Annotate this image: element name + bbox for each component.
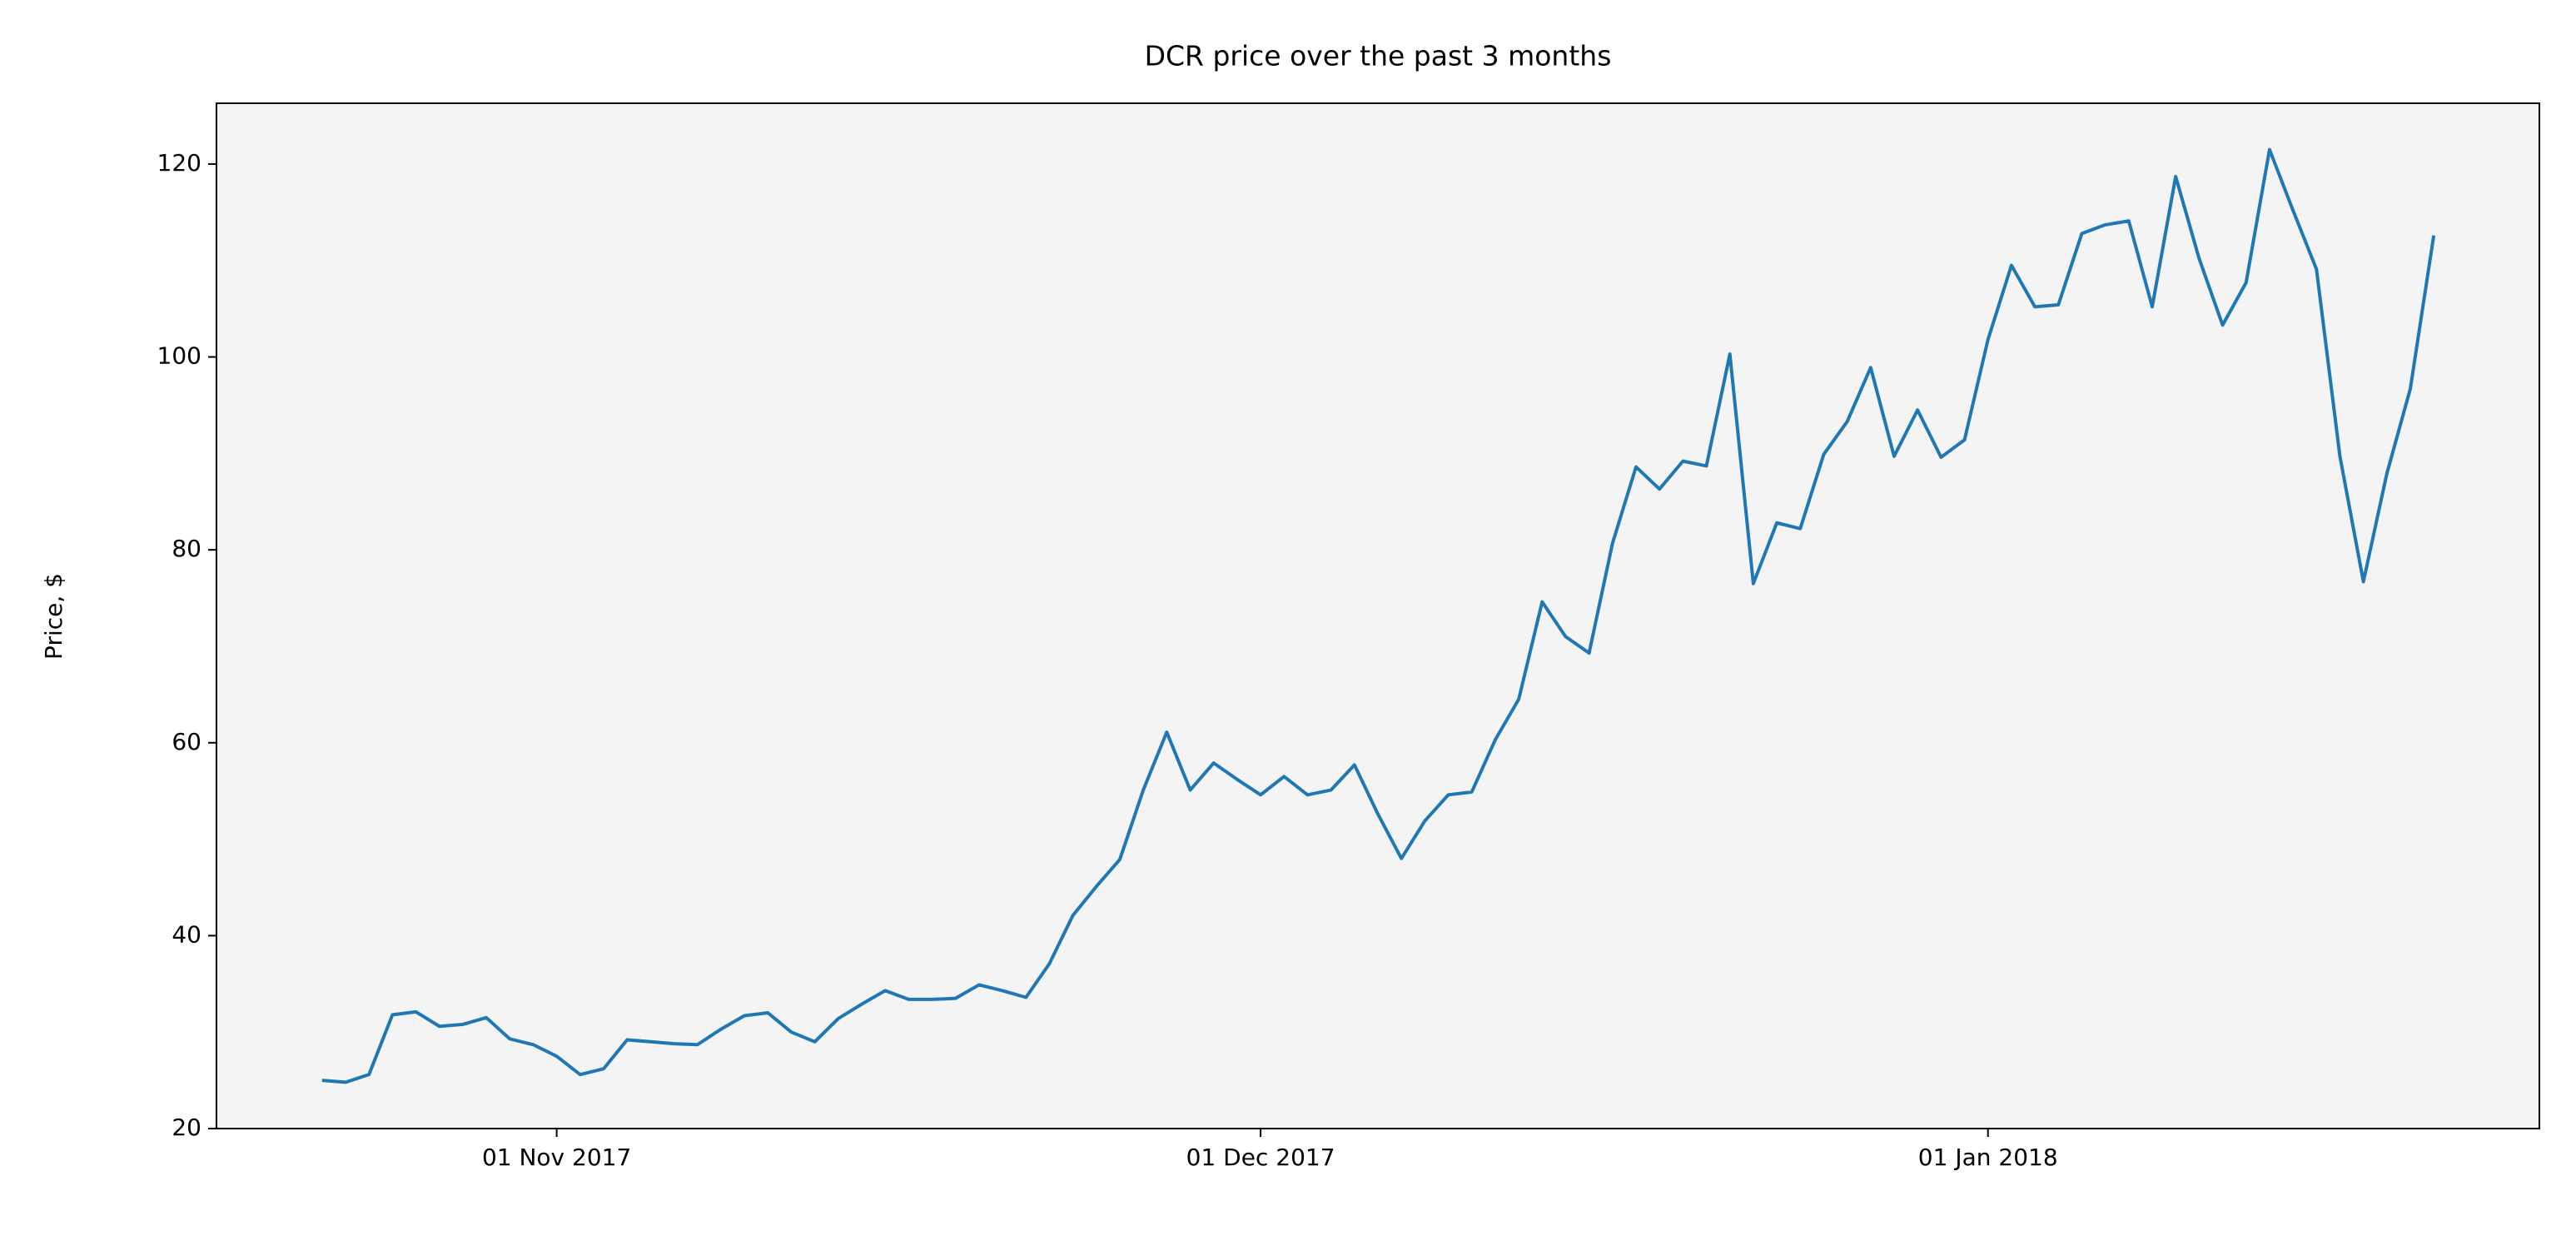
x-tick-label: 01 Nov 2017 (482, 1144, 631, 1171)
y-tick-label: 20 (172, 1114, 201, 1141)
y-tick-label: 60 (172, 728, 201, 755)
axes-frame (216, 102, 2540, 1129)
x-tick-label: 01 Jan 2018 (1918, 1144, 2058, 1171)
y-tick-label: 120 (157, 149, 201, 177)
y-tick-label: 100 (157, 342, 201, 370)
price-line (321, 147, 2436, 1084)
y-tick-label: 80 (172, 535, 201, 562)
y-axis-label: Price, $ (40, 573, 67, 660)
x-tick-label: 01 Dec 2017 (1186, 1144, 1335, 1171)
y-tick-label: 40 (172, 920, 201, 948)
plot-background (216, 103, 2539, 1129)
chart-title: DCR price over the past 3 months (1145, 40, 1612, 72)
